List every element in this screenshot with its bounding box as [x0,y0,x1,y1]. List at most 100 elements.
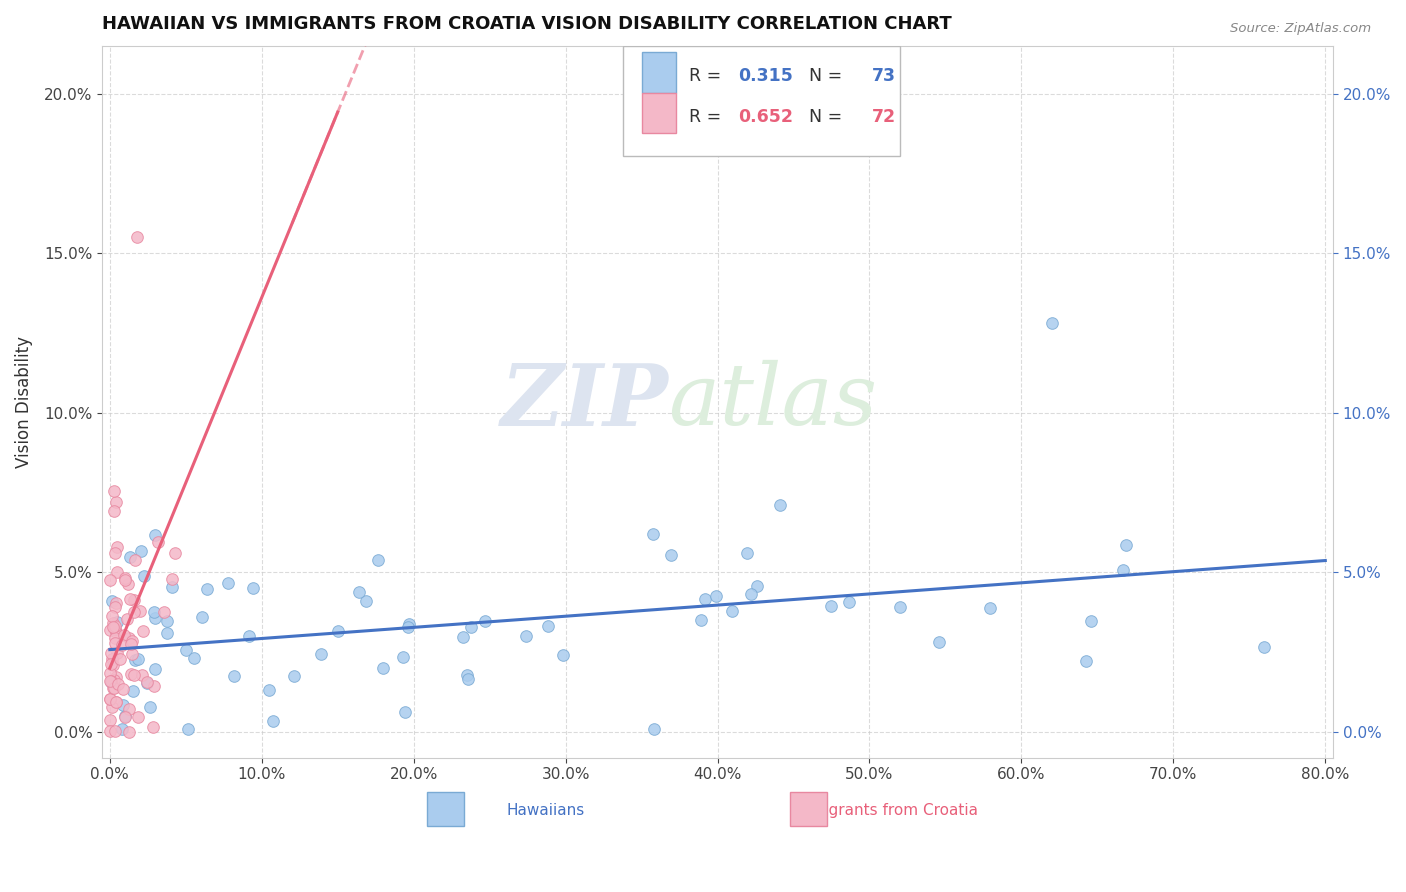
Point [174,642,197,657]
FancyBboxPatch shape [623,45,900,156]
Point [111,638,134,652]
Point [183,651,205,665]
Point [111,698,134,713]
Point [394,705,416,719]
Point [114,573,136,587]
Point [114,708,136,723]
Text: HAWAIIAN VS IMMIGRANTS FROM CROATIA VISION DISABILITY CORRELATION CHART: HAWAIIAN VS IMMIGRANTS FROM CROATIA VISI… [103,15,952,33]
Point [474,614,496,628]
Point [165,546,187,560]
Point [195,582,218,597]
Point [105,565,128,579]
FancyBboxPatch shape [790,792,827,826]
Point [120,549,142,564]
Point [1074,654,1097,668]
Point [111,722,134,736]
Point [128,604,150,618]
Text: 0.315: 0.315 [738,67,793,86]
Text: R =: R = [689,108,727,126]
Point [191,610,214,624]
Point [1112,563,1135,577]
Point [105,646,128,660]
Point [114,571,136,585]
Point [398,616,420,631]
Point [242,582,264,596]
Point [283,669,305,683]
Point [928,634,950,648]
Point [98,673,121,688]
Point [104,723,127,738]
Point [127,651,149,665]
Point [98,692,121,706]
Point [105,540,128,554]
Point [371,661,394,675]
Point [143,610,166,624]
Point [121,667,143,681]
Point [262,714,284,728]
Point [146,535,169,549]
Point [222,669,245,683]
Point [114,710,136,724]
Point [101,609,124,624]
Point [367,553,389,567]
Point [98,723,121,738]
Y-axis label: Vision Disability: Vision Disability [15,335,32,467]
Point [101,620,124,634]
Point [1040,317,1063,331]
FancyBboxPatch shape [643,52,676,93]
Point [451,630,474,644]
Point [98,573,121,587]
Point [103,483,125,498]
Point [134,568,156,582]
Point [156,626,179,640]
Point [721,604,744,618]
Point [121,633,143,648]
Point [132,624,155,638]
Point [139,700,162,714]
Point [100,652,122,666]
Point [98,665,121,680]
Text: 72: 72 [872,108,896,126]
Point [100,646,122,660]
Point [108,652,131,666]
Point [238,629,260,643]
Point [659,548,682,562]
Point [695,591,717,606]
Point [131,544,153,558]
Point [112,628,135,642]
Point [354,593,377,607]
Point [100,673,122,688]
Point [101,681,124,696]
Point [1253,640,1275,654]
Text: atlas: atlas [668,360,877,443]
Point [104,599,127,614]
Point [100,700,122,714]
Point [112,681,135,696]
Point [160,580,183,594]
Point [98,624,121,638]
Point [105,670,128,684]
Point [735,546,758,560]
Text: N =: N = [797,108,848,126]
Point [740,586,762,600]
Point [103,681,125,696]
Point [104,619,127,633]
Point [104,622,127,636]
Point [117,577,139,591]
Point [145,662,167,676]
Point [551,648,574,662]
Point [457,672,479,686]
Point [156,614,179,628]
Point [217,576,239,591]
Point [128,710,150,724]
Text: R =: R = [689,67,727,86]
Point [118,592,141,607]
Point [160,572,183,586]
FancyBboxPatch shape [427,792,464,826]
Point [131,667,153,681]
Point [118,725,141,739]
Point [704,590,727,604]
Text: Source: ZipAtlas.com: Source: ZipAtlas.com [1230,22,1371,36]
Point [122,593,145,607]
Point [101,615,124,630]
